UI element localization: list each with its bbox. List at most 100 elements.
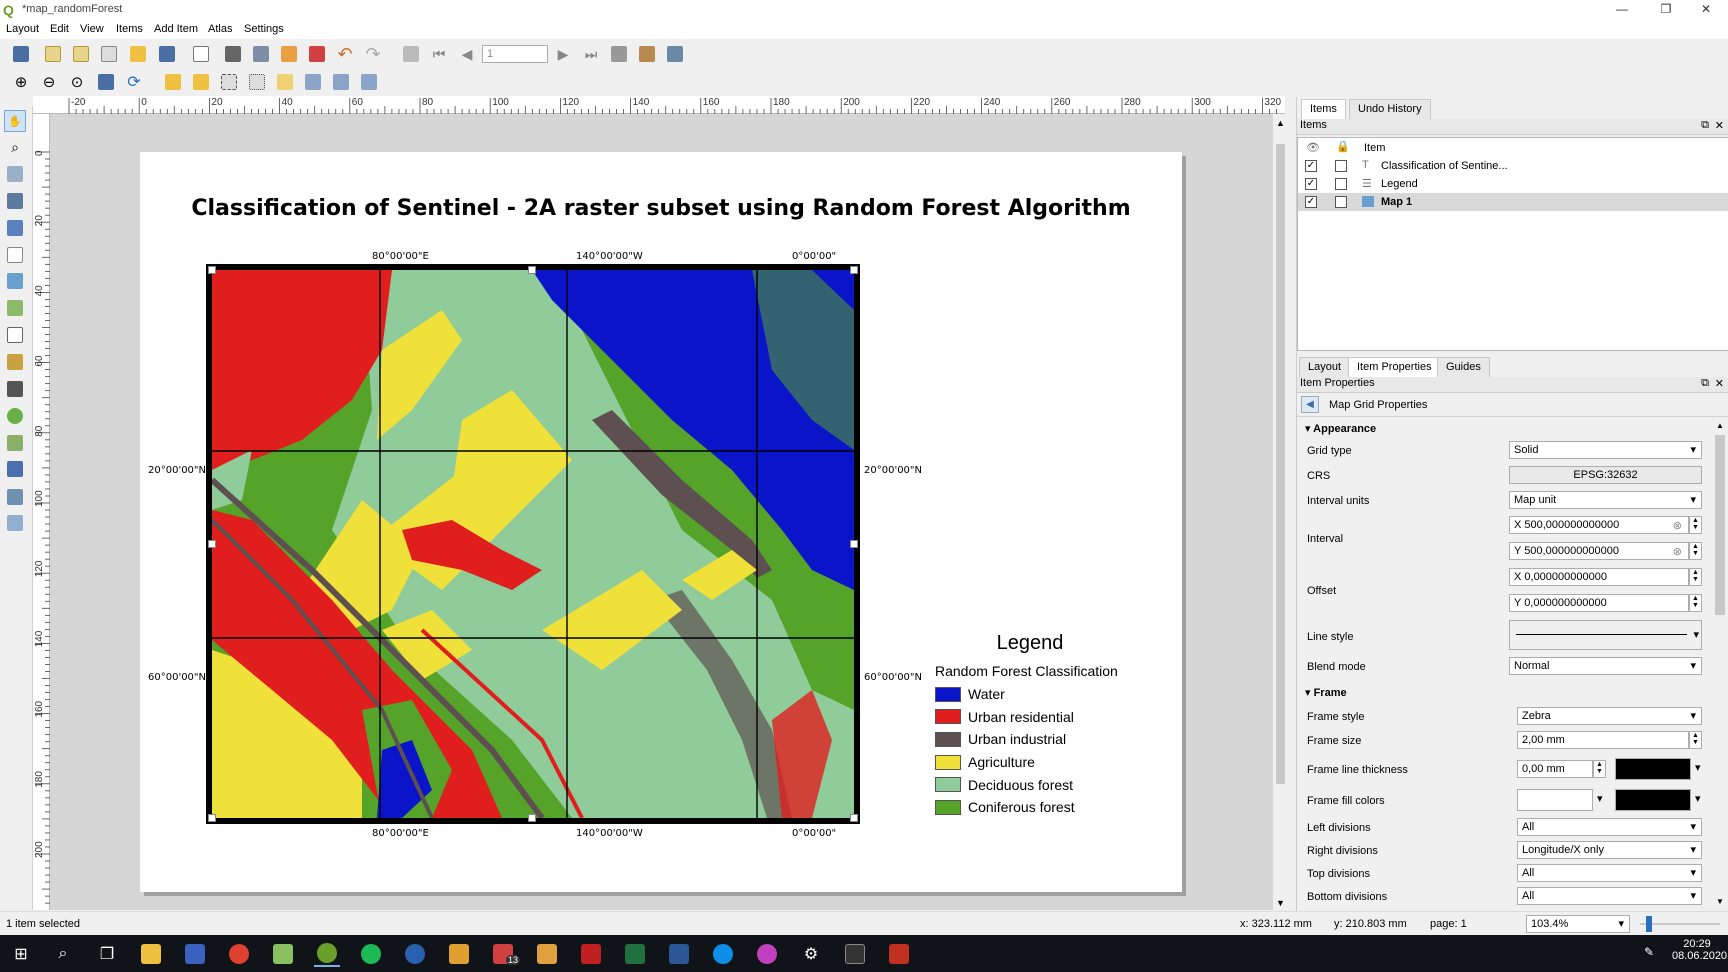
offset-x-spinner[interactable]: ▲ ▼ [1689, 568, 1702, 586]
first-feature-icon[interactable]: ⏮ [432, 45, 446, 62]
settings-gear-icon[interactable]: ⚙ [803, 946, 819, 963]
zoom-full-icon[interactable] [95, 71, 117, 93]
line-style-button[interactable]: ▾ [1509, 620, 1702, 650]
offset-y-input[interactable]: Y 0,000000000000 [1509, 594, 1689, 612]
git-app-icon[interactable] [446, 941, 472, 967]
add-legend-icon[interactable] [4, 351, 26, 373]
scroll-thumb[interactable] [1276, 144, 1285, 784]
chevron-down-icon[interactable]: ▾ [1695, 793, 1701, 805]
interval-x-spinner[interactable]: ▲ ▼ [1689, 516, 1702, 534]
lock-items-icon[interactable] [162, 71, 184, 93]
excel-icon[interactable] [622, 941, 648, 967]
appearance-section[interactable]: ▾ Appearance [1305, 423, 1377, 435]
previous-feature-icon[interactable]: ◀ [461, 45, 473, 62]
back-arrow-icon[interactable]: ◀ [1301, 396, 1319, 413]
next-feature-icon[interactable]: ▶ [557, 45, 569, 62]
clock[interactable]: 20:29 08.06.2020 [1672, 938, 1727, 962]
last-feature-icon[interactable]: ⏭ [584, 45, 598, 62]
blend-mode-select[interactable]: Normal [1509, 657, 1702, 675]
legend-item[interactable]: Legend Random Forest Classification Wate… [935, 632, 1155, 819]
close-button[interactable]: ✕ [1700, 2, 1712, 16]
export-svg-icon[interactable] [278, 43, 300, 65]
properties-scrollbar[interactable]: ▲ ▼ [1712, 419, 1728, 909]
align-items-icon[interactable] [302, 71, 324, 93]
export-image-icon[interactable] [250, 43, 272, 65]
pen-icon[interactable]: ✎ [1644, 945, 1655, 959]
notes-app-icon[interactable] [534, 941, 560, 967]
task-view-icon[interactable]: ❐ [99, 946, 115, 963]
add-label-icon[interactable] [4, 324, 26, 346]
tab-item-properties[interactable]: Item Properties [1348, 357, 1441, 377]
resize-handle[interactable] [850, 266, 858, 274]
zoom-in-icon[interactable]: ⊕ [14, 74, 28, 91]
scroll-down-icon[interactable]: ▼ [1716, 897, 1724, 906]
open-template-icon[interactable] [127, 43, 149, 65]
windows-start-icon[interactable]: ⊞ [14, 946, 28, 963]
move-content-icon[interactable] [4, 190, 26, 212]
visibility-checkbox[interactable]: ✓ [1305, 178, 1317, 190]
unlock-items-icon[interactable] [190, 71, 212, 93]
add-scalebar-icon[interactable] [4, 378, 26, 400]
print-icon[interactable] [222, 43, 244, 65]
frame-section[interactable]: ▾ Frame [1305, 687, 1347, 699]
paint-app-icon[interactable] [754, 941, 780, 967]
teamviewer-icon[interactable] [710, 941, 736, 967]
scroll-thumb[interactable] [1715, 435, 1725, 615]
menu-edit[interactable]: Edit [50, 23, 69, 35]
page-setup-icon[interactable] [190, 43, 212, 65]
edit-nodes-icon[interactable] [4, 217, 26, 239]
tree-row-map[interactable]: ✓ Map 1 [1298, 193, 1728, 211]
resize-handle[interactable] [208, 814, 216, 822]
spotify-icon[interactable] [358, 941, 384, 967]
clear-icon[interactable]: ⊗ [1672, 546, 1682, 558]
menu-add-item[interactable]: Add Item [154, 23, 199, 35]
add-polyline-icon[interactable] [4, 432, 26, 454]
add-attribute-table-icon[interactable] [4, 512, 26, 534]
chrome-icon[interactable] [226, 941, 252, 967]
resize-handle[interactable] [208, 266, 216, 274]
qgis-taskbar-icon[interactable] [314, 941, 340, 967]
right-divisions-select[interactable]: Longitude/X only [1517, 841, 1702, 859]
add-node-item-icon[interactable] [4, 458, 26, 480]
crs-button[interactable]: EPSG:32632 [1509, 466, 1702, 484]
add-html-icon[interactable] [4, 486, 26, 508]
frame-line-thickness-input[interactable]: 0,00 mm [1517, 760, 1593, 778]
resize-handle[interactable] [528, 814, 536, 822]
frame-size-spinner[interactable]: ▲ ▼ [1689, 731, 1702, 749]
pdf-reader-icon[interactable] [578, 941, 604, 967]
tree-row-title[interactable]: ✓ T Classification of Sentine... [1298, 157, 1728, 175]
tree-row-legend[interactable]: ✓ ☰ Legend [1298, 175, 1728, 193]
scroll-down-icon[interactable]: ▼ [1276, 898, 1285, 908]
resize-handle[interactable] [528, 266, 536, 274]
pan-icon[interactable]: ✋ [4, 110, 26, 132]
ungroup-items-icon[interactable] [246, 71, 268, 93]
select-move-icon[interactable] [4, 163, 26, 185]
resize-handle[interactable] [850, 540, 858, 548]
game-app-icon[interactable] [886, 941, 912, 967]
frame-line-thickness-spinner[interactable]: ▲ ▼ [1593, 760, 1606, 778]
mail-app-icon[interactable]: 13 [490, 941, 521, 967]
add-page-icon[interactable] [4, 244, 26, 266]
top-divisions-select[interactable]: All [1517, 864, 1702, 882]
tab-items[interactable]: Items [1301, 99, 1346, 119]
frame-fill-color-2-button[interactable] [1615, 789, 1691, 811]
resize-handle[interactable] [208, 540, 216, 548]
close-panel-icon[interactable]: ✕ [1714, 378, 1724, 390]
floppy-app-icon[interactable] [182, 941, 208, 967]
canvas-vertical-scrollbar[interactable]: ▲ ▼ [1273, 114, 1288, 910]
chevron-down-icon[interactable]: ▾ [1597, 793, 1603, 805]
atlas-preview-icon[interactable] [400, 43, 422, 65]
zoom-actual-icon[interactable]: ⊙ [70, 74, 84, 91]
layout-manager-icon[interactable] [98, 43, 120, 65]
refresh-icon[interactable]: ⟳ [127, 74, 141, 91]
duplicate-layout-icon[interactable] [70, 43, 92, 65]
word-icon[interactable] [666, 941, 692, 967]
raise-items-icon[interactable] [274, 71, 296, 93]
interval-units-select[interactable]: Map unit [1509, 491, 1702, 509]
tab-undo-history[interactable]: Undo History [1349, 99, 1431, 119]
float-panel-icon[interactable]: ⧉ [1701, 377, 1709, 389]
redo-icon[interactable]: ↷ [365, 43, 381, 64]
visibility-checkbox[interactable]: ✓ [1305, 196, 1317, 208]
resize-items-icon[interactable] [358, 71, 380, 93]
menu-atlas[interactable]: Atlas [208, 23, 233, 35]
